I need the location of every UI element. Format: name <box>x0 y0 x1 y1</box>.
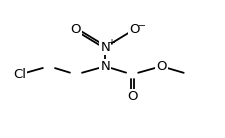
Text: N: N <box>100 60 110 73</box>
Text: O: O <box>126 90 137 103</box>
Text: O: O <box>70 23 81 36</box>
Text: N: N <box>100 41 110 54</box>
Text: −: − <box>137 20 145 29</box>
Text: +: + <box>108 38 116 47</box>
Text: O: O <box>128 23 139 36</box>
Text: O: O <box>155 60 166 73</box>
Text: Cl: Cl <box>13 68 26 81</box>
